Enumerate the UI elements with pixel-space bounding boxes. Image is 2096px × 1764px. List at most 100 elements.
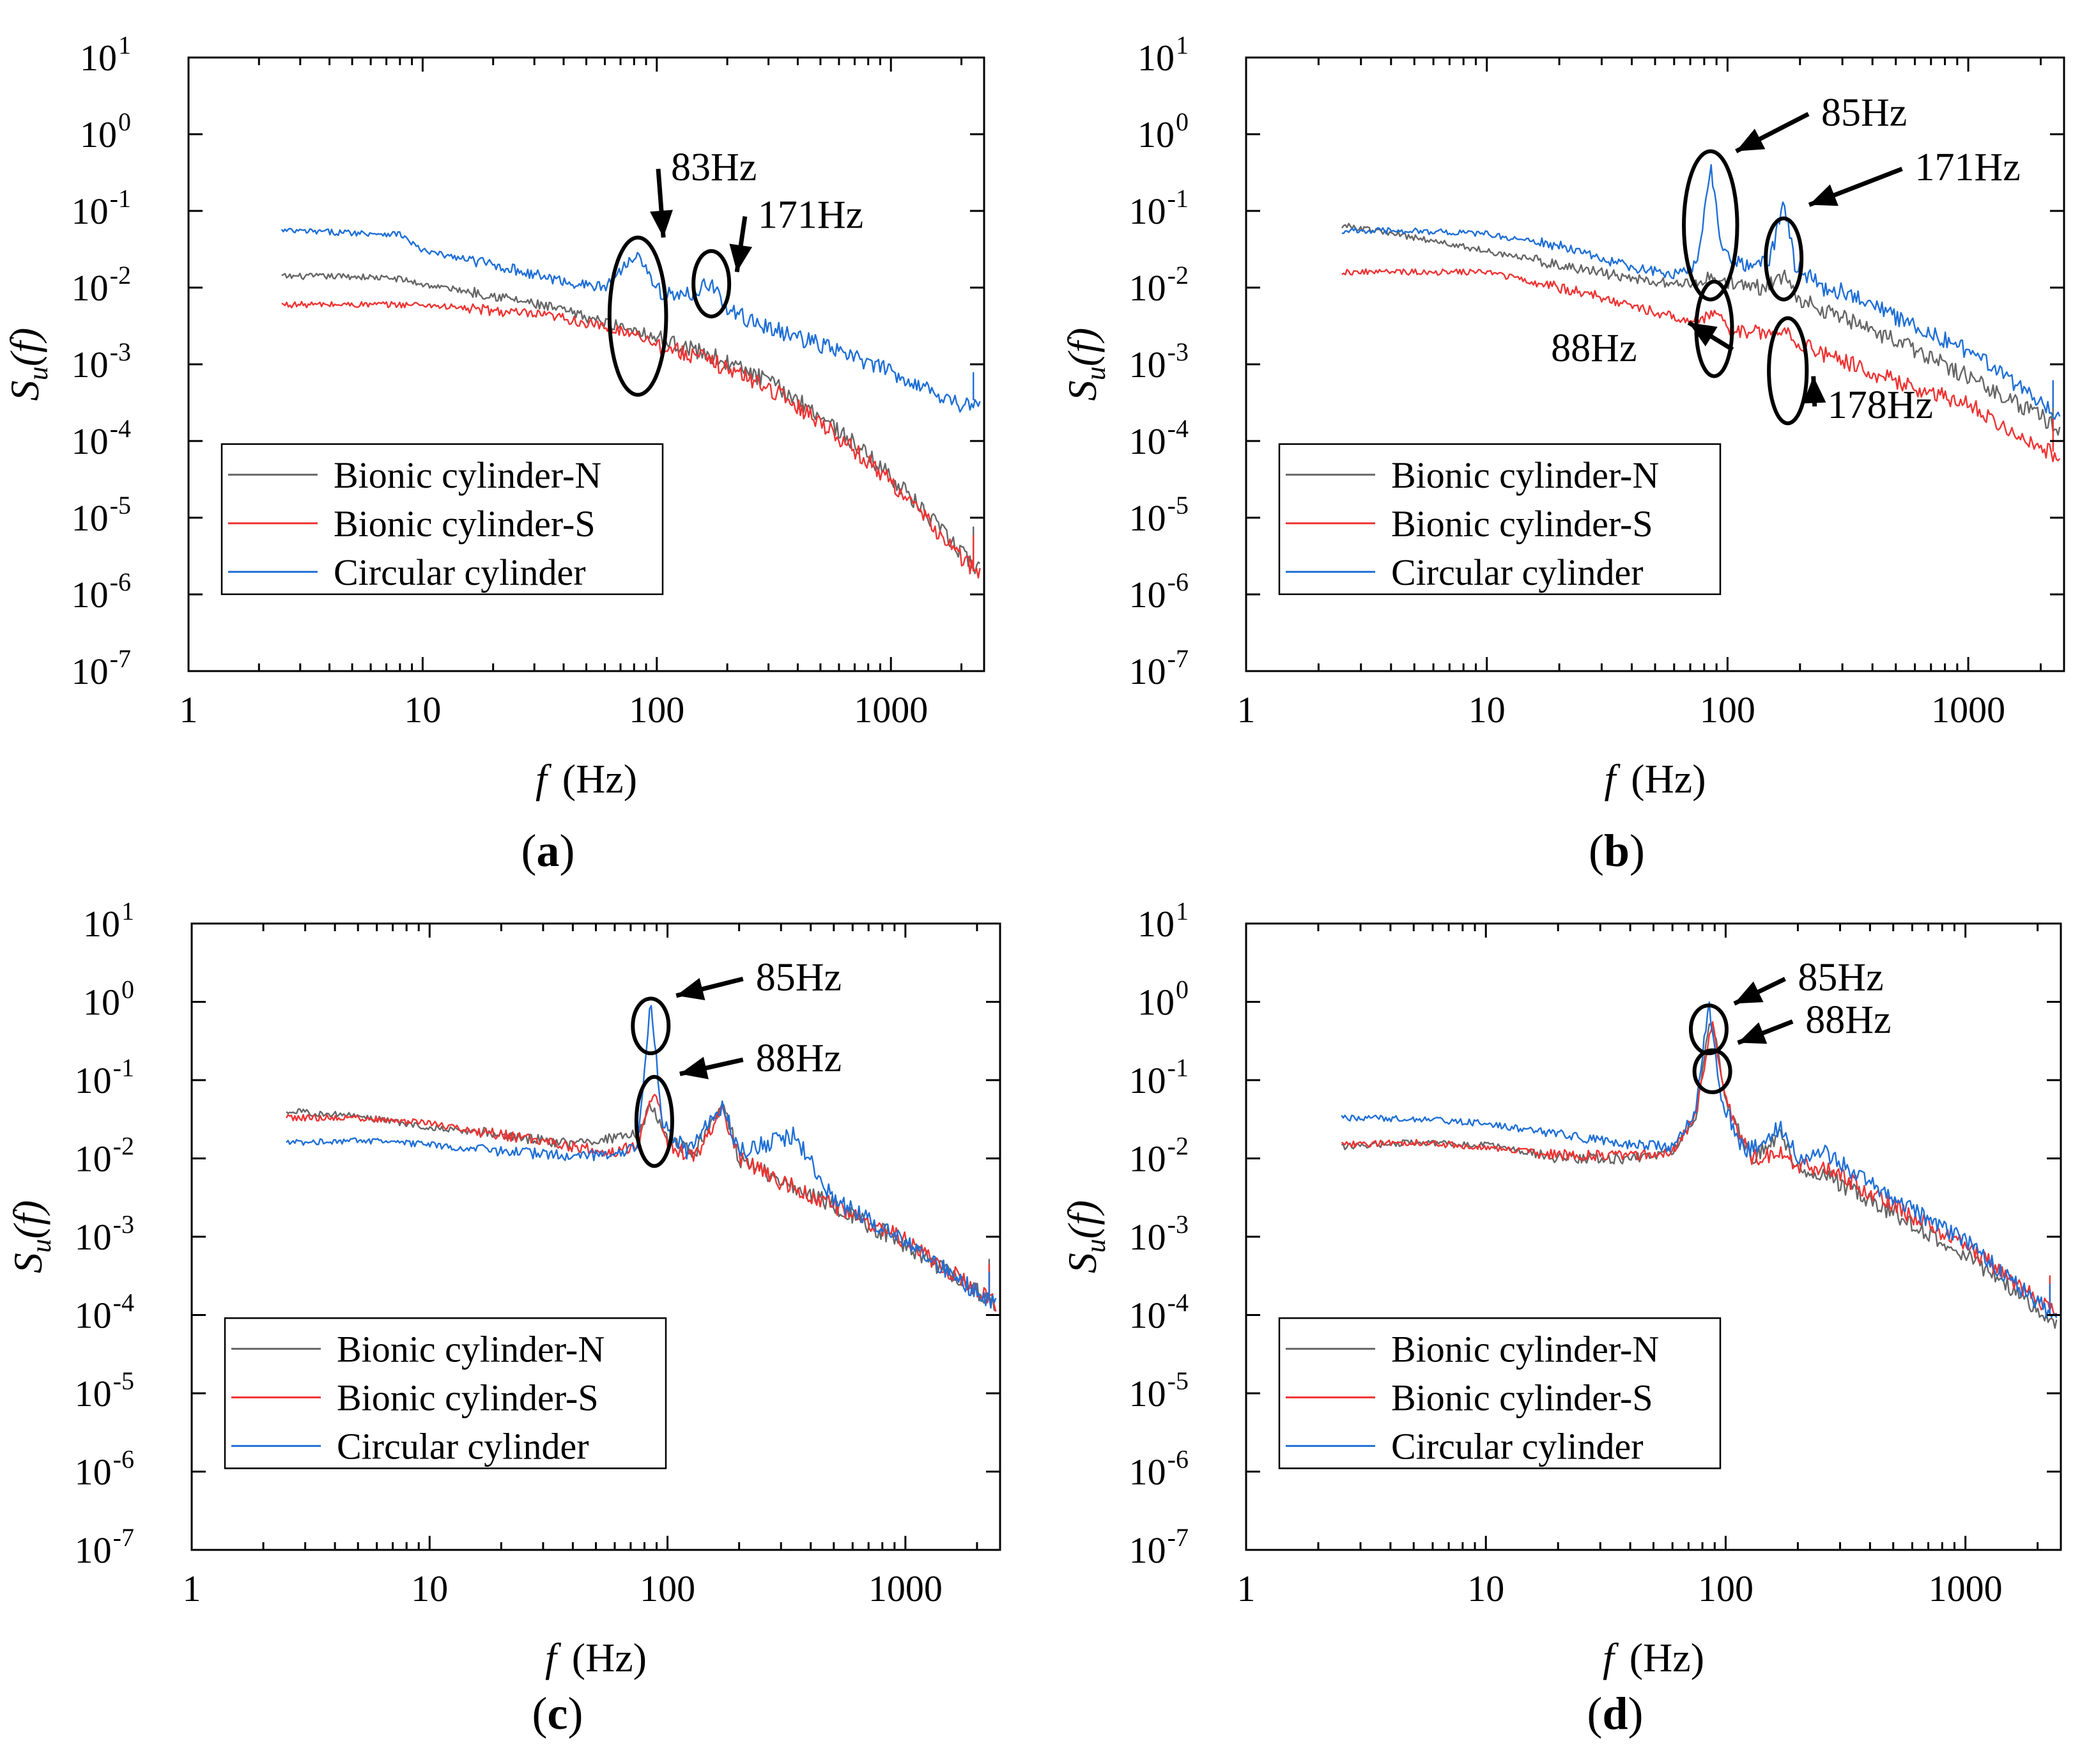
y-tick-exponent: -6 [110, 568, 131, 596]
annotation-label: 171Hz [758, 194, 863, 237]
y-axis-argument: (f) [5, 1200, 50, 1239]
y-tick-label: 10-1 [1129, 1053, 1189, 1101]
annotation-label: 85Hz [756, 956, 842, 1000]
y-tick-exponent: -4 [1167, 1288, 1189, 1317]
y-tick-label: 10-7 [72, 644, 131, 692]
y-tick-exponent: -2 [113, 1132, 134, 1161]
panel-label: (d) [1587, 1688, 1643, 1739]
y-tick-exponent: -1 [1167, 1053, 1189, 1082]
panel-label-letter: a [537, 825, 560, 876]
series-line-bionic-cylinder-s [1341, 268, 2061, 463]
y-tick-label: 10-3 [72, 337, 131, 385]
panel-label-open: ( [521, 825, 537, 876]
y-tick-label: 10-4 [1129, 1288, 1189, 1336]
y-tick-label: 10-3 [1129, 1210, 1189, 1258]
y-tick-exponent: -5 [113, 1366, 134, 1395]
annotation-arrowhead [679, 1056, 709, 1079]
y-tick-label: 10-2 [1129, 261, 1189, 309]
y-tick-exponent: -5 [110, 491, 131, 520]
y-tick-exponent: -2 [110, 261, 131, 290]
annotation-label: 88Hz [1551, 327, 1637, 370]
y-tick-label: 10-2 [72, 261, 131, 309]
y-tick-exponent: -3 [1167, 1210, 1189, 1239]
annotation-ellipse [1767, 316, 1809, 426]
legend-label: Circular cylinder [334, 552, 586, 593]
series-line-circular-cylinder [281, 228, 981, 413]
x-tick-label: 100 [629, 689, 684, 731]
x-tick-label: 1 [180, 689, 198, 731]
legend-label: Circular cylinder [1391, 1425, 1644, 1467]
annotation-arrowhead [650, 210, 673, 238]
legend-box [224, 1317, 667, 1469]
annotation-label: 88Hz [756, 1037, 842, 1080]
panel-label-close: ) [567, 1688, 583, 1739]
annotation-ellipse [1682, 149, 1739, 302]
y-tick-exponent: -4 [113, 1288, 134, 1317]
y-axis-subscript: u [1080, 1239, 1111, 1253]
y-tick-exponent: -7 [1167, 1523, 1189, 1552]
series-group [1341, 164, 2061, 463]
y-tick-exponent: -3 [113, 1210, 134, 1239]
x-tick-label: 10 [411, 1568, 448, 1609]
annotation-ellipse [1688, 1003, 1729, 1056]
legend-label: Circular cylinder [1391, 552, 1644, 593]
y-tick-exponent: -3 [1167, 337, 1189, 366]
x-tick-label: 1 [1237, 1568, 1256, 1609]
x-tick-label: 1000 [868, 1568, 943, 1609]
y-tick-label: 10-6 [75, 1445, 134, 1493]
y-tick-exponent: -1 [113, 1053, 134, 1082]
x-axis-symbol: f [536, 756, 552, 801]
legend-label: Bionic cylinder-S [337, 1377, 599, 1418]
y-axis-symbol: S [5, 1253, 50, 1273]
annotation-label: 88Hz [1805, 998, 1891, 1042]
y-axis-label: Su(f) [1060, 1200, 1111, 1273]
y-tick-label: 10-7 [75, 1523, 134, 1571]
y-axis-subscript: u [1080, 366, 1111, 380]
x-axis-label: f (Hz) [1603, 1635, 1704, 1680]
annotation-label: 171Hz [1915, 146, 2021, 189]
annotation-label: 83Hz [671, 146, 757, 189]
y-tick-exponent: -7 [113, 1523, 134, 1552]
y-axis-subscript: u [22, 366, 54, 380]
y-tick-exponent: -6 [1167, 1445, 1189, 1474]
x-axis-unit: (Hz) [572, 1635, 647, 1680]
annotation-arrowhead [1688, 322, 1718, 347]
y-tick-label: 101 [80, 31, 131, 79]
x-axis-label: f (Hz) [545, 1635, 647, 1680]
y-tick-label: 10-4 [1129, 414, 1189, 462]
y-axis-argument: (f) [1060, 1200, 1105, 1239]
series-group [1341, 1001, 2058, 1329]
y-axis-label: Su(f) [1060, 328, 1111, 401]
legend-label: Bionic cylinder-S [1391, 1377, 1653, 1418]
y-axis-label: Su(f) [2, 328, 54, 401]
y-tick-exponent: -1 [1167, 184, 1189, 213]
series-line-bionic-cylinder-s [1341, 1021, 2058, 1317]
y-tick-label: 10-5 [75, 1366, 134, 1414]
annotation-ellipse [631, 996, 671, 1056]
y-axis-symbol: S [1060, 1253, 1105, 1273]
x-tick-label: 10 [1467, 1568, 1504, 1609]
annotation-arrowhead [1809, 184, 1838, 206]
y-tick-label: 10-1 [75, 1053, 134, 1101]
annotation-arrowhead [1803, 376, 1826, 404]
panel-b: 1 10 100 100010110010-110-210-310-410-510-6… [1060, 31, 2065, 876]
x-tick-label: 10 [1468, 689, 1506, 731]
panel-label-open: ( [1589, 825, 1604, 876]
y-tick-label: 10-5 [1129, 1366, 1189, 1414]
y-tick-label: 10-3 [1129, 337, 1189, 385]
y-tick-exponent: -5 [1167, 1366, 1189, 1395]
x-axis-symbol: f [545, 1635, 562, 1680]
y-tick-label: 100 [1137, 975, 1189, 1023]
y-tick-exponent: -1 [110, 184, 131, 213]
panel-label: (c) [532, 1688, 583, 1739]
x-tick-label: 1 [1237, 689, 1256, 731]
x-tick-label: 1000 [1931, 689, 2005, 731]
legend-label: Bionic cylinder-N [1391, 1328, 1659, 1370]
y-tick-exponent: -2 [1167, 261, 1189, 290]
y-tick-label: 100 [80, 107, 131, 155]
y-tick-label: 100 [1137, 107, 1189, 155]
annotation-arrowhead [1738, 1022, 1768, 1044]
panel-label-letter: c [548, 1688, 568, 1739]
x-tick-label: 100 [1700, 689, 1755, 731]
